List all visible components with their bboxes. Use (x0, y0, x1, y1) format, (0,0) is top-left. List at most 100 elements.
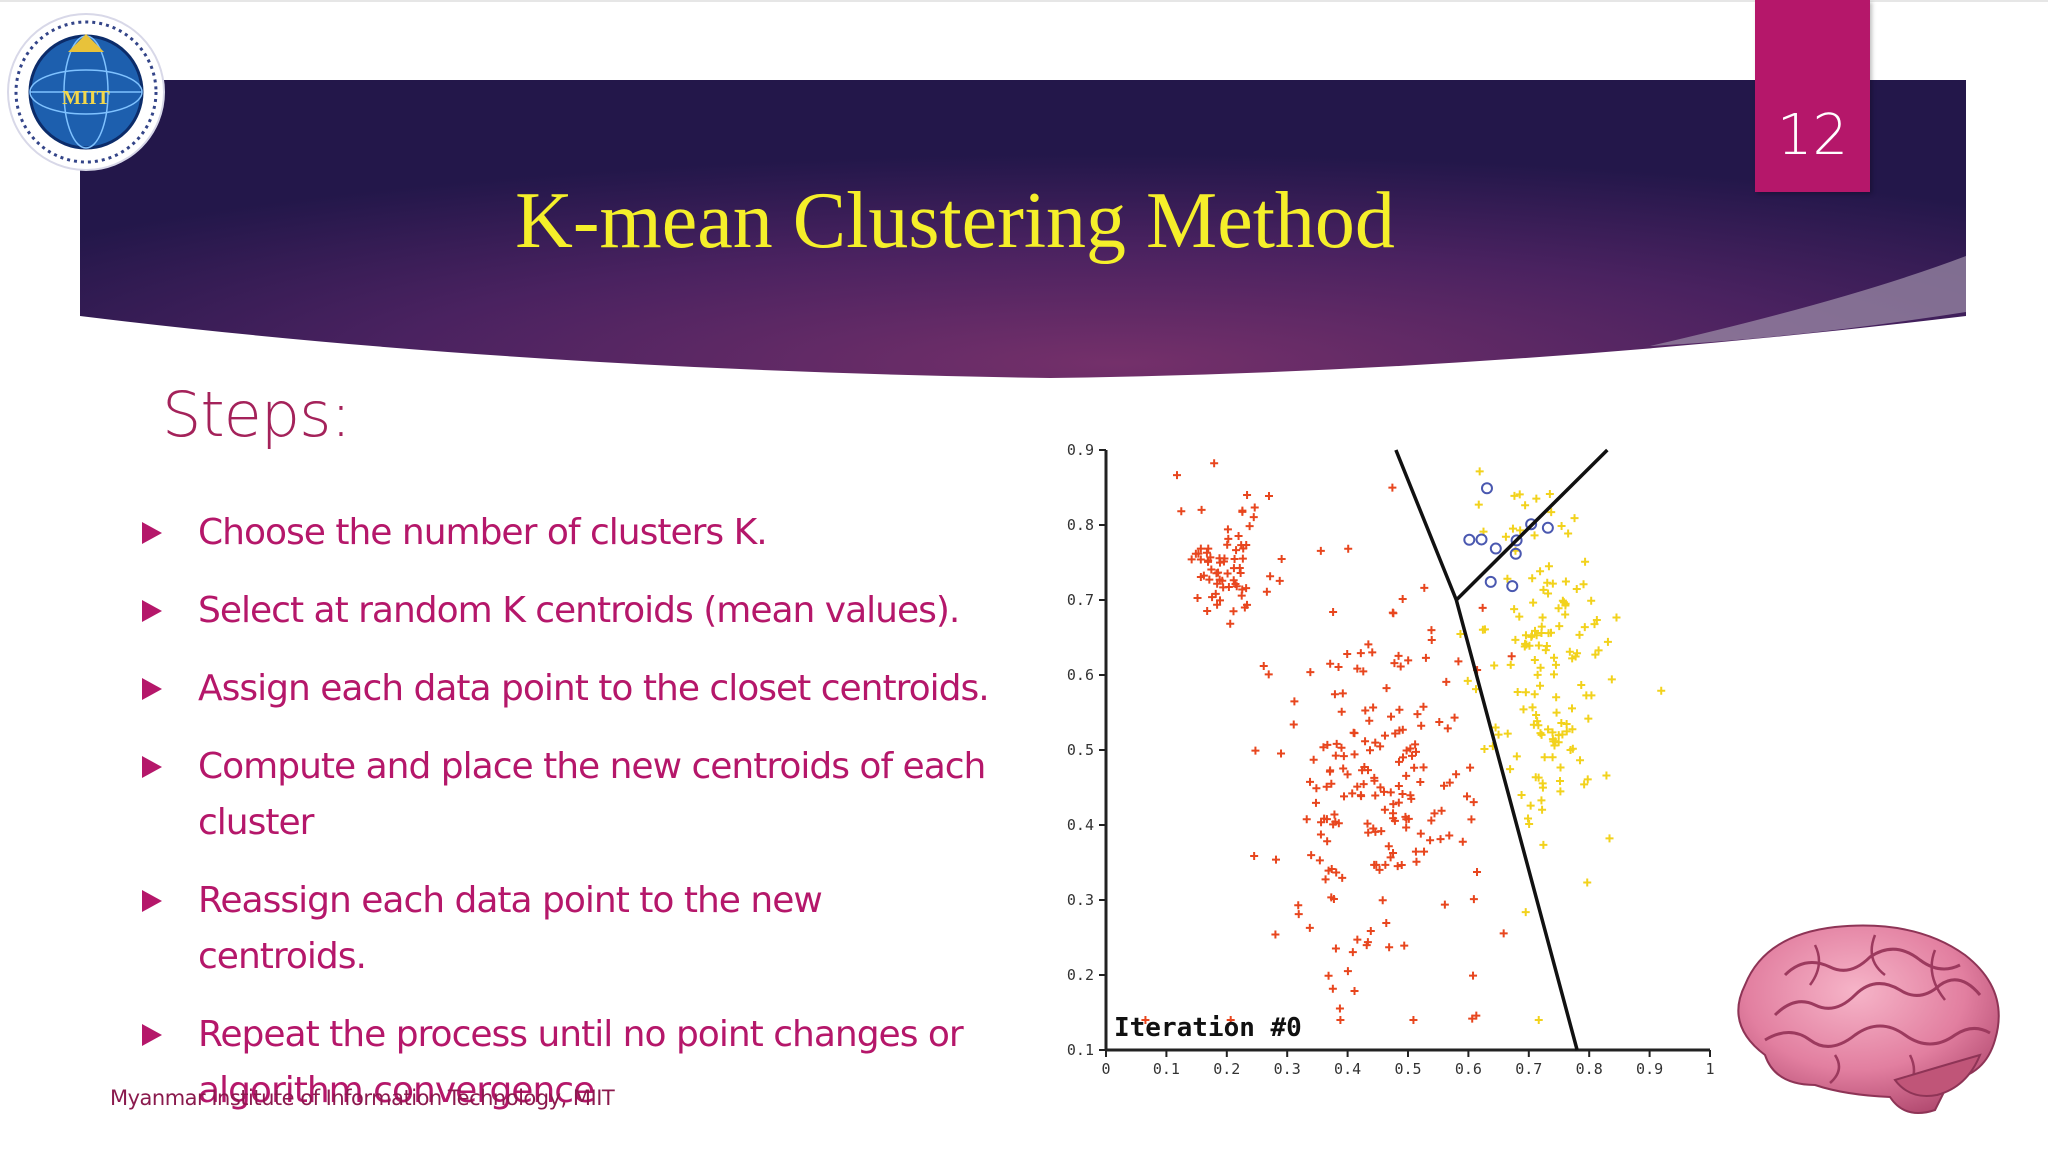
data-point-plus (1539, 840, 1548, 849)
data-point-plus (1450, 713, 1459, 722)
data-point-plus (1463, 676, 1472, 685)
data-point-plus (1235, 563, 1244, 572)
data-point-plus (1515, 490, 1524, 499)
data-point-plus (1394, 757, 1403, 766)
data-point-plus (1290, 697, 1299, 706)
y-tick-label: 0.3 (1067, 891, 1094, 909)
step-item: Repeat the process until no point change… (140, 1007, 1000, 1119)
y-tick-label: 0.9 (1067, 441, 1094, 459)
data-point-plus (1524, 814, 1533, 823)
data-point-plus (1580, 780, 1589, 789)
data-point-plus (1348, 789, 1357, 798)
data-point-plus (1547, 508, 1556, 517)
data-point-plus (1426, 836, 1435, 845)
data-point-plus (1442, 677, 1451, 686)
data-point-plus (1173, 471, 1182, 480)
data-point-plus (1463, 792, 1472, 801)
data-point-plus (1369, 703, 1378, 712)
data-point-plus (1264, 670, 1273, 679)
data-point-plus (1322, 782, 1331, 791)
data-point-plus (1238, 585, 1247, 594)
data-point-plus (1380, 731, 1389, 740)
data-point-plus (1491, 723, 1500, 732)
data-point-plus (1361, 706, 1370, 715)
data-point-plus (1389, 809, 1398, 818)
step-text: Choose the number of clusters K. (198, 512, 768, 553)
data-point-plus (1344, 544, 1353, 553)
data-point-plus (1536, 681, 1545, 690)
data-point-plus (1575, 630, 1584, 639)
data-point-plus (1223, 569, 1232, 578)
data-point-plus (1353, 664, 1362, 673)
data-point-plus (1348, 948, 1357, 957)
footer-text: Myanmar Institute of Information Technol… (110, 1086, 615, 1110)
data-point-plus (1568, 654, 1577, 663)
data-point-plus (1494, 730, 1503, 739)
data-point-plus (1234, 532, 1243, 541)
data-point-plus (1412, 857, 1421, 866)
data-point-plus (1338, 689, 1347, 698)
data-point-plus (1549, 670, 1558, 679)
data-point-plus (1394, 798, 1403, 807)
x-tick-label: 0.6 (1455, 1060, 1482, 1078)
x-tick-label: 0.8 (1576, 1060, 1603, 1078)
data-point-plus (1530, 531, 1539, 540)
data-point-plus (1409, 1016, 1418, 1024)
step-item: Choose the number of clusters K. (140, 505, 1000, 561)
data-point-plus (1229, 576, 1238, 585)
data-point-plus (1526, 801, 1535, 810)
data-point-plus (1581, 557, 1590, 566)
data-point-plus (1363, 766, 1372, 775)
data-point-plus (1534, 721, 1543, 730)
data-point-plus (1243, 491, 1252, 500)
data-point-plus (1591, 650, 1600, 659)
data-point-plus (1398, 595, 1407, 604)
data-point-circle (1541, 521, 1554, 534)
data-point-circle (1480, 482, 1493, 495)
data-point-plus (1568, 744, 1577, 753)
data-point-plus (1202, 548, 1211, 557)
slide-title: K-mean Clustering Method (515, 177, 1395, 265)
x-tick-label: 0.4 (1334, 1060, 1361, 1078)
data-point-plus (1456, 630, 1465, 639)
data-point-plus (1577, 680, 1586, 689)
data-point-plus (1330, 690, 1339, 699)
data-point-plus (1376, 783, 1385, 792)
y-tick-label: 0.2 (1067, 966, 1094, 984)
data-point-plus (1196, 555, 1205, 564)
data-point-plus (1359, 667, 1368, 676)
x-tick-label: 1 (1705, 1060, 1714, 1078)
data-point-plus (1565, 647, 1574, 656)
data-point-plus (1532, 710, 1541, 719)
x-tick-label: 0 (1101, 1060, 1110, 1078)
chart-title: Iteration #0 (1114, 1013, 1302, 1043)
step-item: Compute and place the new centroids of e… (140, 739, 1000, 851)
data-point-plus (1381, 860, 1390, 869)
y-tick-label: 0.7 (1067, 591, 1094, 609)
top-border (0, 0, 2048, 2)
data-point-plus (1193, 593, 1202, 602)
data-point-plus (1512, 752, 1521, 761)
data-point-plus (1364, 828, 1373, 837)
data-point-plus (1521, 631, 1530, 640)
data-point-plus (1533, 717, 1542, 726)
data-point-plus (1548, 728, 1557, 737)
x-tick-label: 0.7 (1515, 1060, 1542, 1078)
data-point-plus (1213, 579, 1222, 588)
data-point-plus (1380, 805, 1389, 814)
data-point-circle (1475, 533, 1488, 546)
data-point-plus (1382, 684, 1391, 693)
data-point-plus (1375, 865, 1384, 874)
data-point-plus (1427, 626, 1436, 635)
data-point-plus (1177, 507, 1186, 516)
data-point-plus (1499, 929, 1508, 938)
data-point-plus (1420, 847, 1429, 856)
data-point-plus (1561, 610, 1570, 619)
data-point-plus (1602, 771, 1611, 780)
data-point-plus (1388, 608, 1397, 617)
data-point-plus (1232, 582, 1241, 591)
data-point-plus (1427, 816, 1436, 825)
data-point-plus (1539, 585, 1548, 594)
data-point-plus (1371, 827, 1380, 836)
data-point-circle (1463, 533, 1476, 546)
